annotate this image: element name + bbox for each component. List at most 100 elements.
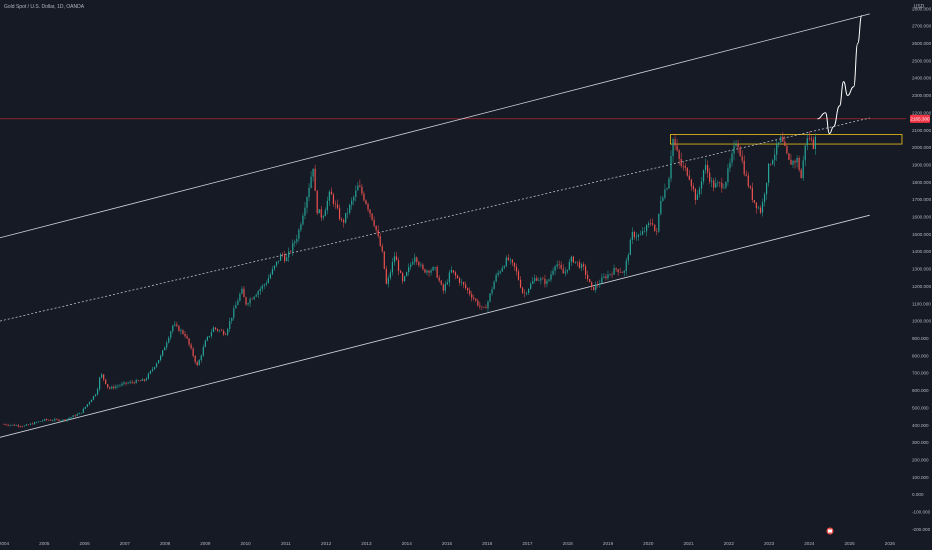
candle-body bbox=[180, 330, 182, 332]
candle-body bbox=[326, 200, 328, 211]
candle-body bbox=[336, 204, 339, 209]
candle-body bbox=[725, 182, 727, 188]
candle-body bbox=[621, 272, 623, 273]
candle-body bbox=[312, 168, 314, 177]
candle-body bbox=[192, 348, 194, 356]
candle-body bbox=[546, 280, 548, 284]
candle-body bbox=[292, 242, 294, 252]
price-axis[interactable]: 2800.000 2700.000 2600.000 2500.000 2400.000… bbox=[912, 6, 932, 532]
time-tick-label: 2015 bbox=[442, 541, 453, 546]
channel-mid-line[interactable] bbox=[0, 117, 870, 322]
candle-body bbox=[92, 395, 95, 400]
candle-body bbox=[208, 335, 211, 337]
candle-body bbox=[670, 156, 672, 179]
candle-body bbox=[639, 234, 642, 236]
candle-body bbox=[50, 420, 52, 421]
candle-body bbox=[375, 225, 377, 231]
candle-body bbox=[157, 360, 160, 364]
candle-body bbox=[688, 175, 690, 180]
time-tick-label: 2021 bbox=[683, 541, 694, 546]
candle-body bbox=[265, 283, 267, 285]
time-tick-label: 2005 bbox=[39, 541, 50, 546]
candle-body bbox=[648, 223, 650, 226]
candle-body bbox=[467, 288, 469, 291]
candle-body bbox=[113, 386, 115, 389]
candle-body bbox=[707, 164, 709, 173]
candle-body bbox=[591, 282, 593, 288]
candle-body bbox=[149, 370, 152, 374]
candle-body bbox=[296, 238, 298, 242]
candle-body bbox=[408, 267, 410, 273]
channel-upper-line[interactable] bbox=[0, 13, 870, 239]
candle-body bbox=[556, 264, 558, 267]
candle-body bbox=[713, 180, 715, 188]
candle-body bbox=[17, 425, 19, 427]
price-tick-label: 200.000 bbox=[912, 458, 929, 463]
candle-body bbox=[54, 419, 56, 421]
candle-body bbox=[719, 182, 721, 184]
candle-body bbox=[340, 219, 343, 221]
price-tick-label: 1200.000 bbox=[912, 284, 932, 289]
candle-body bbox=[229, 321, 231, 329]
candle-body bbox=[643, 231, 646, 232]
candle-body bbox=[257, 291, 259, 295]
channel-lower-line[interactable] bbox=[0, 214, 870, 438]
candle-body bbox=[98, 377, 101, 390]
candle-body bbox=[273, 265, 276, 270]
candle-body bbox=[420, 264, 422, 266]
earnings-flag-icon[interactable] bbox=[826, 527, 834, 535]
candle-body bbox=[690, 179, 692, 187]
candle-body bbox=[385, 268, 387, 284]
time-tick-label: 2004 bbox=[0, 541, 10, 546]
candle-body bbox=[383, 251, 385, 269]
candle-body bbox=[353, 196, 355, 201]
candle-body bbox=[584, 266, 587, 275]
candle-body bbox=[251, 298, 253, 300]
price-tick-label: 100.000 bbox=[912, 475, 929, 480]
candle-body bbox=[603, 276, 605, 278]
candle-body bbox=[804, 145, 806, 161]
candle-body bbox=[599, 283, 601, 285]
price-tick-label: 2100.000 bbox=[912, 128, 932, 133]
candle-body bbox=[78, 412, 80, 415]
candle-body bbox=[515, 266, 518, 272]
candle-body bbox=[513, 262, 516, 267]
time-axis[interactable]: 2004 2005 2006 2007 2008 2009 2010 2011 2012 2013… bbox=[0, 541, 895, 546]
candle-body bbox=[320, 209, 322, 218]
candle-body bbox=[88, 402, 91, 405]
candle-body bbox=[493, 281, 495, 290]
candle-body bbox=[672, 138, 674, 157]
candle-body bbox=[680, 158, 682, 166]
price-tick-label: 2800.000 bbox=[912, 6, 932, 11]
time-tick-label: 2025 bbox=[845, 541, 856, 546]
candle-body bbox=[469, 290, 471, 295]
candle-body bbox=[35, 422, 38, 423]
candle-body bbox=[401, 272, 404, 282]
candle-body bbox=[615, 268, 617, 270]
candle-body bbox=[759, 207, 762, 213]
candle-body bbox=[164, 347, 166, 351]
candle-body bbox=[532, 280, 534, 284]
candle-body bbox=[324, 210, 326, 217]
candle-body bbox=[42, 420, 44, 422]
candle-body bbox=[448, 272, 450, 283]
projection-path[interactable] bbox=[817, 15, 863, 135]
candle-body bbox=[304, 207, 306, 216]
candle-body bbox=[74, 415, 76, 417]
price-tick-label: 800.000 bbox=[912, 353, 929, 358]
price-tick-label: 1400.000 bbox=[912, 249, 932, 254]
candle-body bbox=[534, 278, 536, 281]
candle-body bbox=[178, 325, 180, 332]
candle-body bbox=[109, 387, 111, 389]
candle-body bbox=[137, 380, 139, 381]
resistance-zone[interactable] bbox=[670, 134, 903, 145]
candle-body bbox=[432, 267, 434, 271]
price-tick-label: 1300.000 bbox=[912, 267, 932, 272]
candle-body bbox=[202, 347, 204, 356]
candle-body bbox=[367, 203, 369, 210]
candle-body bbox=[11, 424, 13, 426]
candle-body bbox=[489, 293, 491, 302]
candle-body bbox=[90, 399, 93, 403]
candle-body bbox=[302, 215, 304, 225]
